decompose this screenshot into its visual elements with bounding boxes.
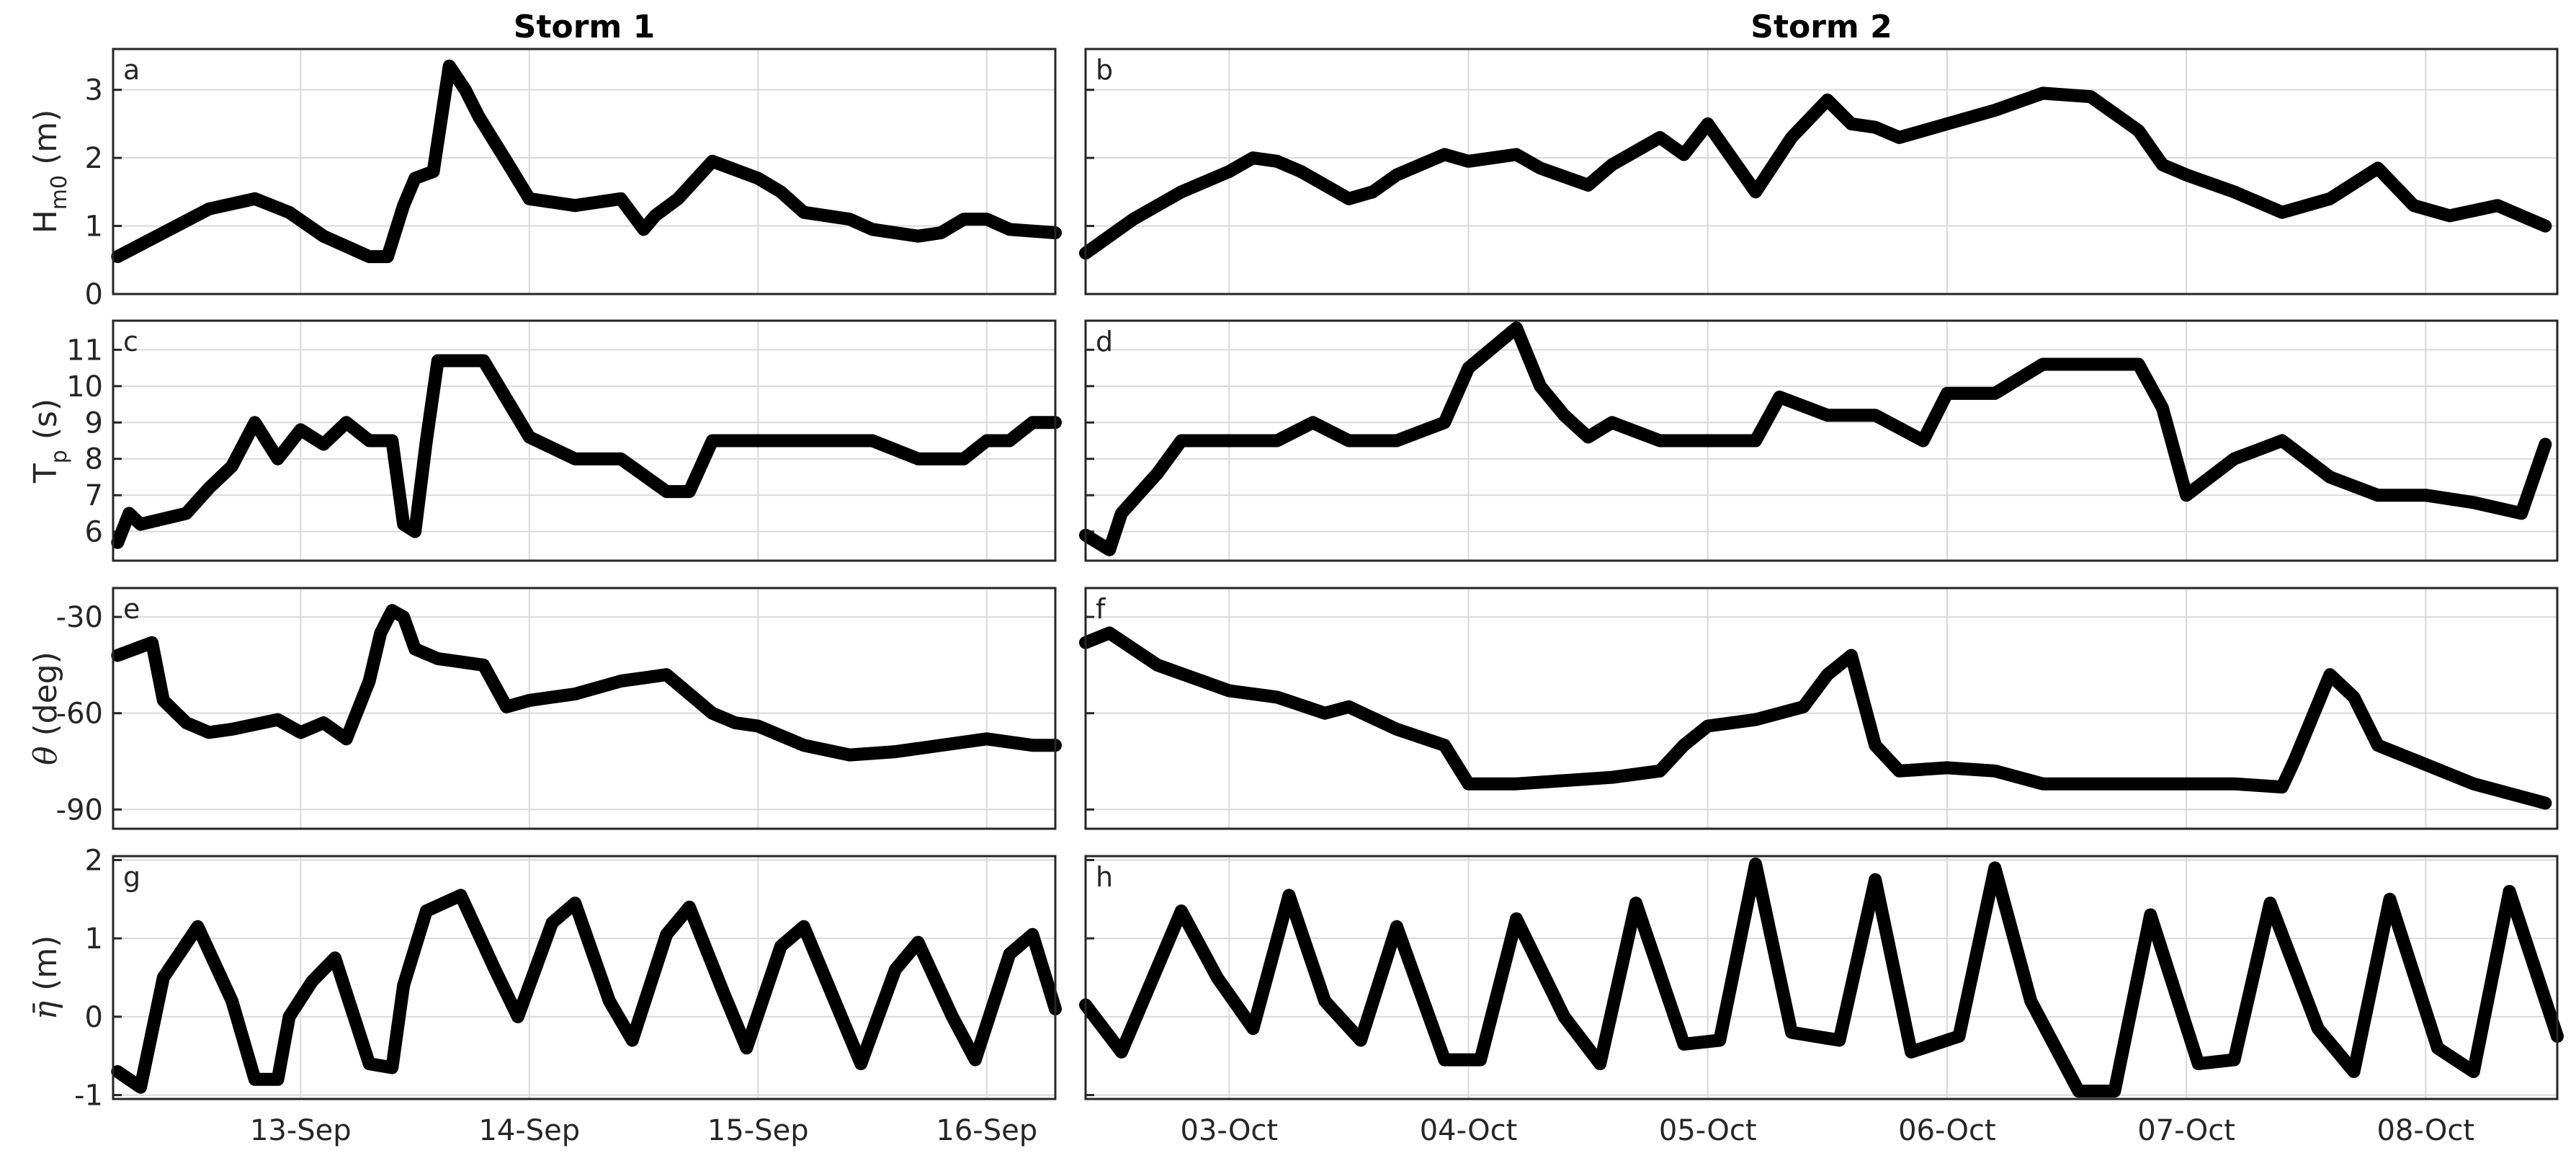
panel-h-letter: h	[1096, 861, 1113, 893]
panel-a-letter: a	[123, 54, 140, 86]
panel-g-x-tick-label: 13-Sep	[250, 1114, 352, 1147]
panel-c-y-axis-label: Tp (s)	[27, 399, 72, 484]
panel-b-axes-box	[1084, 48, 2559, 295]
panel-b-title: Storm 2	[1750, 9, 1892, 45]
panel-a-y-tick-label: 3	[85, 74, 103, 107]
panel-c-y-tick-label: 11	[66, 334, 103, 367]
panel-g-letter: g	[123, 861, 140, 893]
panel-c-y-tick-label: 9	[85, 406, 103, 440]
panel-d-letter: d	[1096, 326, 1113, 357]
panel-g-y-tick-label: 0	[85, 1001, 103, 1034]
panel-c-y-tick-label: 6	[85, 516, 103, 549]
panel-a-title: Storm 1	[514, 9, 655, 45]
panel-h-x-tick-label: 03-Oct	[1181, 1114, 1279, 1147]
panel-e-y-tick-label: -30	[56, 601, 103, 634]
panel-h-axes-box	[1084, 855, 2559, 1100]
panel-g-axes-box	[112, 855, 1057, 1100]
panel-a-y-axis-label: Hm0 (m)	[27, 110, 72, 234]
panel-a-y-tick-label: 0	[85, 278, 103, 311]
panel-h-x-tick-label: 07-Oct	[2137, 1114, 2235, 1147]
panel-f-series-line	[1079, 626, 2552, 810]
panel-f-axes-box	[1084, 587, 2559, 830]
panel-a-series-line	[111, 59, 1062, 264]
panel-g-x-tick-label: 15-Sep	[707, 1114, 809, 1147]
panel-e-y-tick-label: -90	[56, 793, 103, 827]
panel-c-series-line	[111, 354, 1062, 549]
panel-c-y-tick-label: 10	[66, 370, 103, 404]
panel-e-letter: e	[123, 593, 140, 625]
panel-g-x-tick-label: 14-Sep	[478, 1114, 580, 1147]
panel-c-y-tick-label: 7	[85, 479, 103, 512]
panel-a-y-tick-label: 2	[85, 142, 103, 175]
panel-g-x-tick-label: 16-Sep	[936, 1114, 1037, 1147]
panel-g-y-tick-label: 1	[85, 922, 103, 956]
panel-b-letter: b	[1096, 54, 1113, 86]
panel-h-x-tick-label: 06-Oct	[1898, 1114, 1996, 1147]
panel-g-y-tick-label: 2	[85, 844, 103, 877]
panel-e-y-axis-label: θ (deg)	[27, 651, 64, 765]
panel-c-axes-box	[112, 319, 1057, 562]
panel-c-y-tick-label: 8	[85, 443, 103, 476]
panel-h-x-tick-label: 08-Oct	[2376, 1114, 2474, 1147]
panel-h-series-line	[1079, 857, 2564, 1098]
panel-c-letter: c	[123, 326, 138, 357]
panel-g-y-tick-label: -1	[74, 1080, 103, 1113]
panel-a-y-tick-label: 1	[85, 210, 103, 244]
panel-e-series-line	[111, 604, 1062, 762]
panel-e-y-tick-label: -60	[56, 698, 103, 731]
panel-h-x-tick-label: 05-Oct	[1659, 1114, 1757, 1147]
panel-g-series-line	[111, 889, 1062, 1094]
panel-e-axes-box	[112, 587, 1057, 830]
panel-b-series-line	[1079, 86, 2552, 260]
panel-h-x-tick-label: 04-Oct	[1420, 1114, 1518, 1147]
panel-f-letter: f	[1096, 593, 1106, 625]
panel-d-axes-box	[1084, 319, 2559, 562]
panel-d-series-line	[1079, 321, 2552, 556]
panel-g-y-axis-label: η̄ (m)	[27, 935, 64, 1020]
panel-a-axes-box	[112, 48, 1057, 295]
